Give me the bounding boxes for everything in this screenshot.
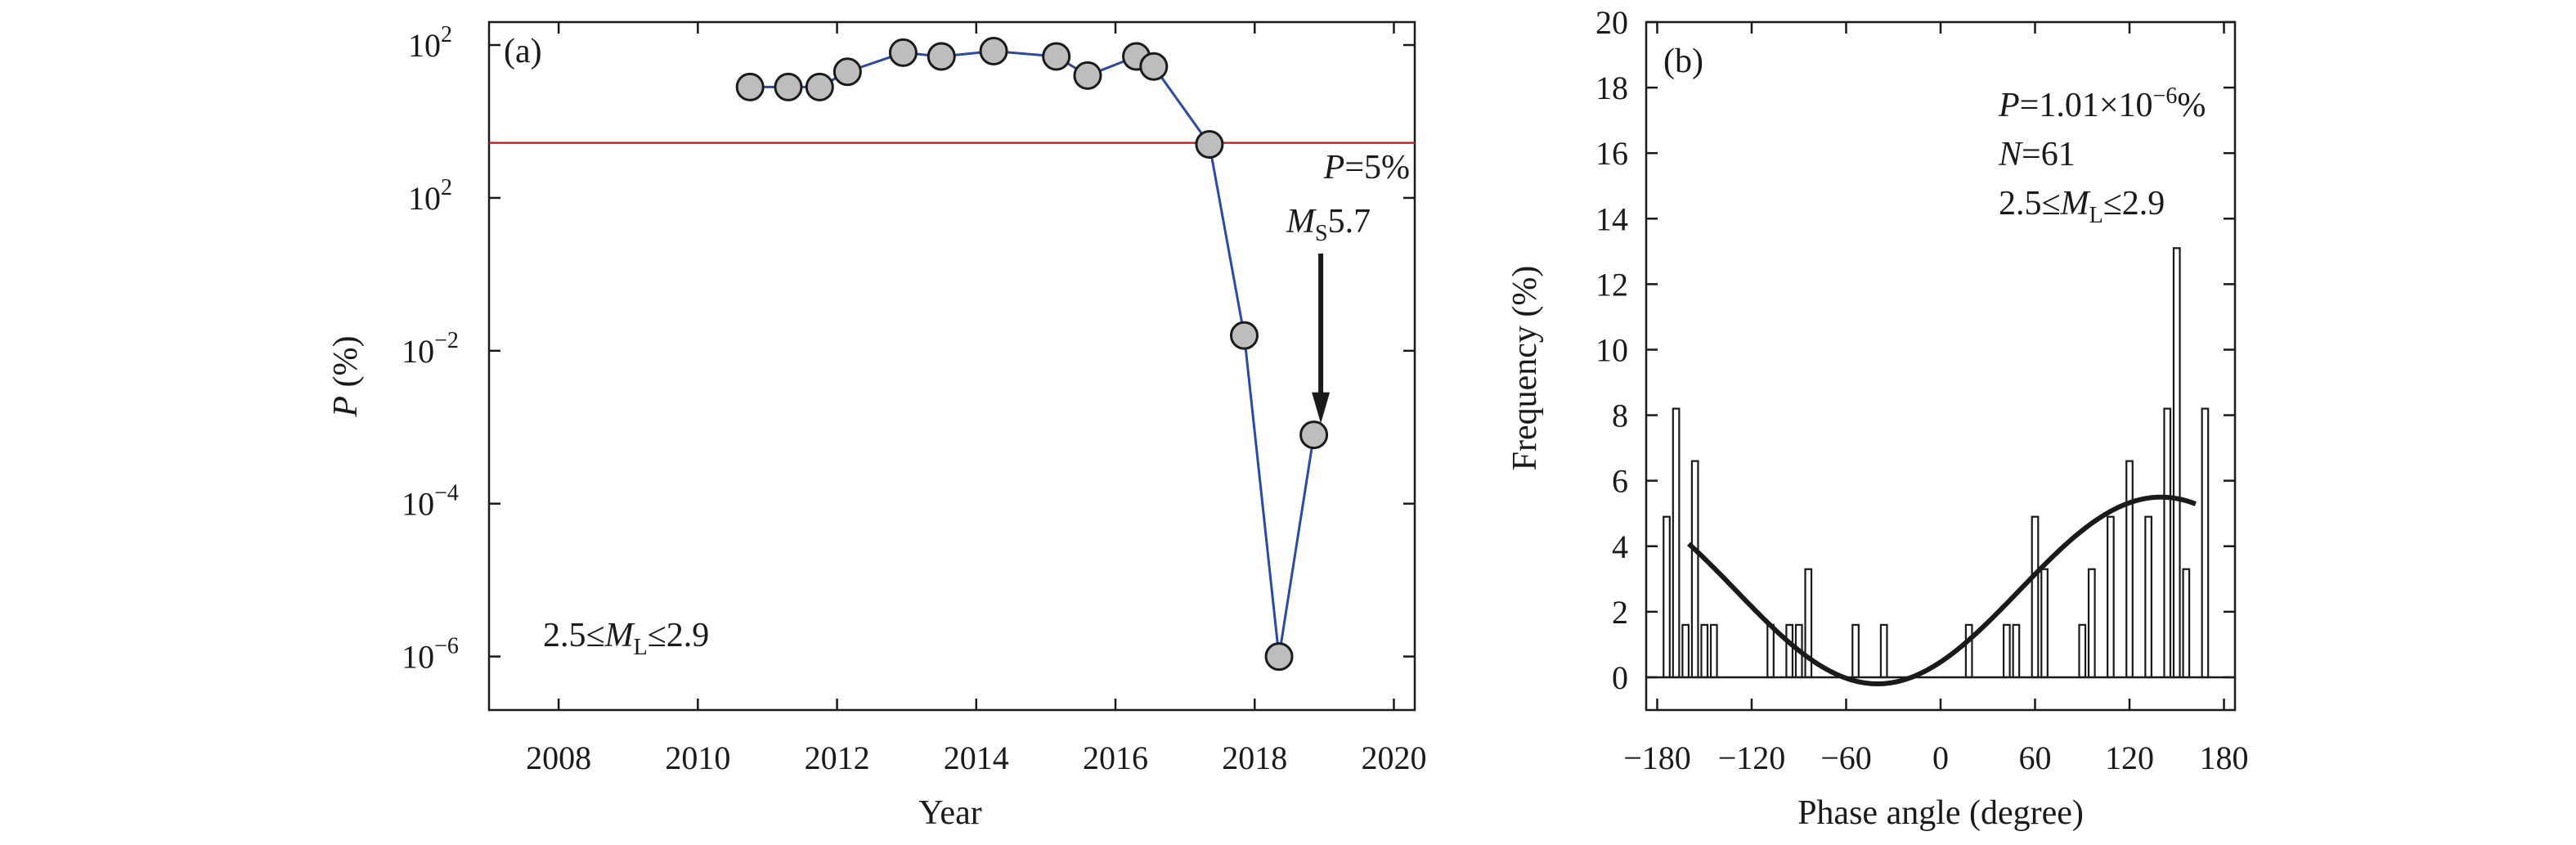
- histogram-bar: [2163, 407, 2172, 679]
- data-point-marker: [1229, 321, 1259, 350]
- histogram-bar: [2125, 460, 2134, 679]
- panel-a-x-tick-label: 2016: [1083, 739, 1148, 776]
- panel-b-y-tick-label: 8: [1612, 398, 1628, 434]
- histogram-bar: [2040, 568, 2049, 679]
- histogram-bar: [1964, 623, 1973, 679]
- panel-b-x-tick-label: 120: [2105, 739, 2154, 776]
- panel-b-y-tick-label: 0: [1612, 659, 1628, 696]
- panel-b-x-tick-label: −60: [1820, 739, 1872, 776]
- sample-count-label: N=61: [1998, 136, 2076, 173]
- data-point-marker: [979, 37, 1008, 66]
- histogram-bar: [2182, 568, 2191, 679]
- data-point-marker: [1042, 42, 1071, 71]
- threshold-label: P=5%: [1323, 149, 1410, 187]
- histogram-bar: [1672, 407, 1681, 679]
- panel-b-x-tick-label: 60: [2019, 739, 2052, 776]
- sine-fit-curve: [1686, 494, 2197, 687]
- panel-b-x-tick-label: −120: [1718, 739, 1786, 776]
- histogram-bar: [1766, 623, 1775, 679]
- data-point-marker: [888, 38, 918, 67]
- significance-label: P=1.01×10−6%: [1998, 83, 2206, 124]
- panel-b-y-tick-label: 14: [1595, 200, 1628, 237]
- panel-a-y-tick-label: 102: [408, 175, 452, 217]
- panel-b-ticks: [1646, 20, 2235, 710]
- panel-a-ticks: [489, 22, 1415, 710]
- panel-b-x-axis-title: Phase angle (degree): [1797, 794, 2084, 832]
- event-arrow-head: [1312, 392, 1331, 424]
- histogram-bar: [1700, 623, 1709, 679]
- panel-a-y-tick-label: 10−6: [402, 634, 459, 676]
- histogram-bar: [1785, 623, 1794, 679]
- histogram-bar: [1879, 623, 1888, 679]
- data-point-marker: [774, 72, 803, 101]
- histogram-bar: [2031, 515, 2040, 679]
- panel-b-y-tick-label: 20: [1595, 4, 1628, 41]
- panel-a-x-tick-label: 2018: [1222, 739, 1287, 776]
- panel-b-y-tick-label: 10: [1595, 331, 1628, 368]
- panel-a-x-tick-label: 2008: [526, 739, 591, 776]
- panel-b-y-tick-labels: 0 2 4 6 8 10 12 14 16 18 20: [1595, 4, 1628, 696]
- histogram-bars: [1663, 247, 2210, 679]
- panel-b-y-tick-label: 18: [1595, 70, 1628, 106]
- panel-b-x-tick-labels: −180 −120 −60 0 60 120 180: [1623, 739, 2248, 776]
- histogram-bar: [1663, 515, 1671, 679]
- histogram-bar: [2201, 407, 2210, 679]
- panel-b-y-axis-title: Frequency (%): [1506, 266, 1544, 471]
- histogram-bar: [1709, 623, 1718, 679]
- data-point-marker: [1139, 52, 1169, 81]
- panel-a-y-tick-label: 102: [408, 22, 452, 64]
- panel-a-x-tick-label: 2014: [944, 739, 1009, 776]
- panel-b-y-tick-label: 4: [1612, 528, 1628, 565]
- panel-a-x-tick-label: 2020: [1361, 739, 1426, 776]
- data-point-marker: [735, 72, 765, 101]
- panel-a-magnitude-range: 2.5≤ML≤2.9: [543, 617, 709, 660]
- histogram-bar: [1690, 460, 1699, 679]
- panel-b-y-tick-label: 12: [1595, 266, 1628, 303]
- histogram-bar: [2107, 515, 2115, 679]
- panel-a-y-tick-labels: 102 102 10−2 10−4 10−6: [402, 22, 459, 676]
- panel-a-y-tick-label: 10−2: [402, 328, 459, 370]
- panel-a-label: (a): [504, 33, 542, 70]
- panel-b-magnitude-range: 2.5≤ML≤2.9: [1999, 185, 2165, 228]
- data-point-marker: [1299, 420, 1329, 450]
- histogram-bar: [2087, 568, 2096, 679]
- histogram-bar: [2012, 623, 2021, 679]
- data-point-marker: [805, 72, 834, 101]
- histogram-bar: [2002, 623, 2011, 679]
- data-point-marker: [832, 57, 862, 87]
- data-point-marker: [927, 42, 956, 71]
- histogram-bar: [2172, 247, 2181, 679]
- panel-a-y-tick-label: 10−4: [402, 481, 459, 523]
- histogram-bar: [1851, 623, 1860, 679]
- panel-b-x-tick-label: 0: [1932, 739, 1949, 776]
- panel-b-x-tick-label: −180: [1623, 739, 1691, 776]
- panel-b-chart: 0 2 4 6 8 10 12 14 16 18 20 −180 −120 −60 0 60 120 180 (…: [1506, 4, 2249, 832]
- panel-a-x-tick-labels: 2008 2010 2012 2014 2016 2018 2020: [526, 739, 1426, 776]
- panel-b-y-tick-label: 16: [1595, 135, 1628, 172]
- data-point-marker: [1073, 61, 1102, 90]
- data-point-marker: [1264, 642, 1294, 672]
- panel-a-x-tick-label: 2012: [805, 739, 870, 776]
- histogram-bar: [2078, 623, 2087, 679]
- panel-a-y-axis-title: P (%): [327, 335, 365, 417]
- data-point-marker: [1195, 130, 1224, 160]
- panel-b-label: (b): [1663, 43, 1703, 80]
- histogram-bar: [2144, 515, 2152, 679]
- probability-series-markers: [735, 37, 1329, 672]
- event-magnitude-label: MS5.7: [1286, 203, 1371, 246]
- panel-a-plot-frame: [487, 20, 1416, 712]
- panel-a-x-tick-label: 2010: [665, 739, 730, 776]
- histogram-bar: [1681, 623, 1690, 679]
- panel-b-y-tick-label: 6: [1612, 463, 1628, 500]
- panel-b-y-tick-label: 2: [1612, 594, 1628, 631]
- panel-a-x-axis-title: Year: [918, 794, 981, 832]
- panel-b-x-tick-label: 180: [2200, 739, 2249, 776]
